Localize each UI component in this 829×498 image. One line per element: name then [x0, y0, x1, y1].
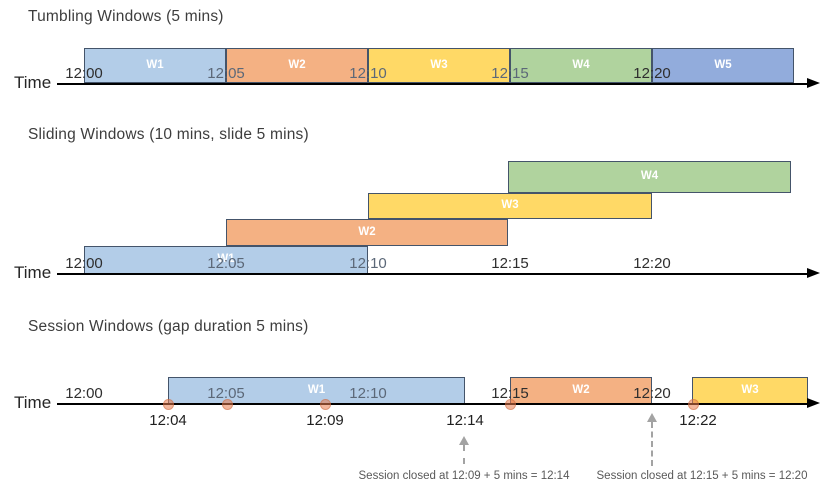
time-axis-label: Time	[14, 393, 52, 412]
annotation-text: Session closed at 12:15 + 5 mins = 12:20	[596, 470, 808, 482]
axis-arrowhead-icon	[807, 78, 820, 88]
window-label: W1	[217, 253, 235, 265]
axis-arrowhead-icon	[807, 268, 820, 278]
callout-arrow-stem	[463, 445, 465, 464]
window-box-w4	[508, 161, 791, 193]
event-time-label: 12:14	[446, 412, 484, 429]
event-dot	[319, 398, 331, 410]
window-label: W5	[714, 58, 732, 71]
event-dot	[221, 398, 233, 410]
window-label: W2	[288, 58, 306, 71]
window-label: W3	[430, 58, 448, 71]
callout-arrowhead-icon	[647, 413, 657, 422]
window-box-w3	[368, 193, 652, 219]
tick-label: 12:15	[491, 255, 529, 272]
window-box-w2	[226, 219, 508, 246]
window-label: W4	[640, 170, 659, 182]
event-dot	[687, 398, 699, 410]
time-axis-line	[57, 273, 808, 275]
window-box-w3	[368, 48, 510, 83]
time-axis-line	[57, 83, 808, 85]
callout-arrow-stem	[651, 422, 653, 466]
tick-label: 12:20	[633, 65, 671, 82]
window-label: W1	[307, 383, 326, 396]
window-box-w4	[510, 48, 652, 83]
session-section-title: Session Windows (gap duration 5 mins)	[28, 318, 309, 335]
tumbling-section-title: Tumbling Windows (5 mins)	[28, 8, 224, 25]
window-box-w5	[652, 48, 794, 83]
tick-label: 12:00	[65, 65, 103, 82]
tick-label: 12:20	[633, 385, 671, 402]
window-box-w2	[226, 48, 368, 83]
time-axis-label: Time	[14, 263, 52, 282]
event-time-label: 12:22	[679, 412, 717, 429]
tick-label: 12:00	[65, 255, 103, 272]
tick-label: 12:00	[65, 385, 103, 402]
window-label: W3	[501, 199, 519, 211]
tick-label: 12:15	[491, 65, 529, 82]
window-box-w3	[692, 377, 808, 404]
tick-label: 12:10	[349, 385, 387, 402]
window-label: W4	[572, 58, 590, 71]
window-label: W3	[741, 383, 759, 396]
event-dot	[162, 398, 174, 410]
tick-label: 12:05	[207, 255, 245, 272]
tick-label: 12:10	[349, 255, 387, 272]
window-label: W2	[572, 383, 590, 396]
time-axis-label: Time	[14, 73, 52, 92]
callout-arrow-icon	[459, 436, 469, 464]
callout-arrow-icon	[647, 413, 657, 466]
callout-arrowhead-icon	[459, 436, 469, 445]
event-time-label: 12:09	[306, 412, 344, 429]
window-box-w2	[510, 377, 652, 404]
tick-label: 12:20	[633, 255, 671, 272]
event-time-label: 12:04	[149, 412, 187, 429]
time-axis-line	[57, 403, 808, 405]
window-label: W1	[146, 58, 164, 71]
event-dot	[504, 398, 516, 410]
annotation-text: Session closed at 12:09 + 5 mins = 12:14	[358, 470, 570, 482]
axis-arrowhead-icon	[807, 398, 820, 408]
window-box-w1	[84, 246, 368, 274]
tick-label: 12:05	[207, 385, 245, 402]
tick-label: 12:05	[207, 65, 245, 82]
window-label: W2	[358, 225, 376, 238]
tick-label: 12:15	[491, 385, 529, 402]
tick-label: 12:10	[349, 65, 387, 82]
sliding-section-title: Sliding Windows (10 mins, slide 5 mins)	[28, 126, 309, 143]
window-box-w1	[84, 48, 226, 83]
